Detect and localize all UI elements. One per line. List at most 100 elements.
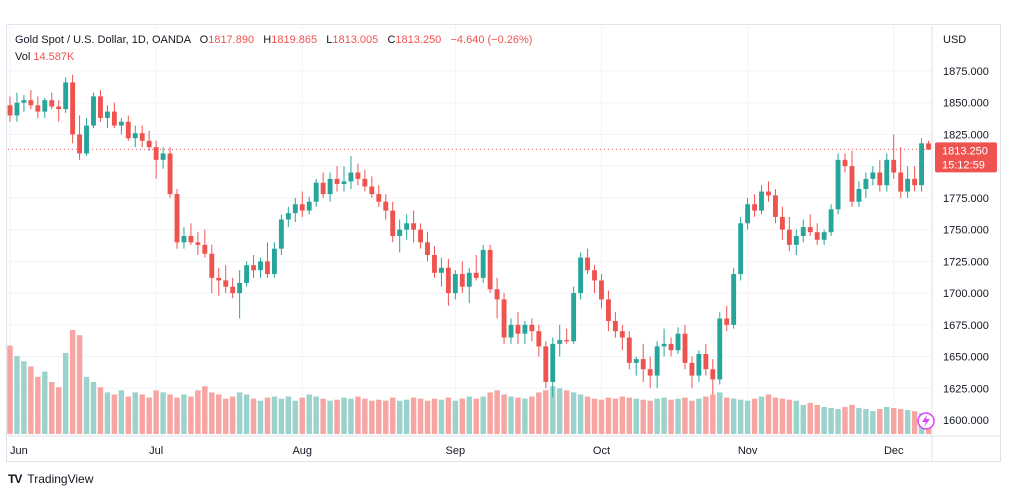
candle-body [278, 219, 284, 249]
candle-body [849, 166, 855, 202]
volume-bar [891, 408, 897, 434]
volume-bar [320, 398, 326, 434]
volume-bar [376, 399, 382, 434]
candle-body [98, 96, 103, 118]
volume-bar [181, 394, 187, 434]
time-tick-label: Dec [884, 445, 904, 457]
candle-body [111, 111, 117, 126]
price-tick-label: 1850.000 [943, 98, 989, 110]
candle-body [285, 213, 291, 220]
candle-body [884, 159, 890, 186]
volume-bar [55, 387, 62, 434]
volume-bar [786, 399, 793, 434]
volume-bar [863, 409, 869, 434]
tradingview-footer[interactable]: TV TradingView [8, 472, 93, 486]
candle-body [306, 201, 312, 211]
candle-body [759, 191, 764, 211]
volume-bar [76, 335, 83, 434]
volume-bar [334, 399, 340, 434]
candle-body [480, 249, 486, 278]
candle-body [912, 178, 918, 186]
volume-bar [118, 390, 125, 434]
close-value: 1813.250 [395, 34, 442, 46]
volume-bar [654, 398, 660, 434]
volume-bar [424, 400, 431, 434]
candle-body [550, 343, 556, 382]
candle-body [564, 340, 570, 342]
symbol-title: Gold Spot / U.S. Dollar, 1D, OANDA [15, 34, 191, 46]
time-tick-label: Oct [593, 445, 610, 457]
candle-body [494, 289, 500, 300]
candle-body [167, 153, 173, 195]
volume-bar [612, 398, 619, 434]
tradingview-logo-icon: TV [8, 472, 22, 486]
candle-body [856, 189, 862, 202]
volume-bar [69, 330, 76, 434]
candle-body [438, 267, 444, 273]
candle-body [710, 369, 716, 380]
candle-body [543, 346, 549, 382]
volume-bar [911, 411, 918, 434]
vol-value: 14.587K [33, 51, 75, 63]
volume-bar [828, 408, 834, 434]
chart-frame [6, 24, 1001, 462]
volume-bar [250, 398, 257, 434]
volume-bar [369, 400, 375, 434]
volume-bar [306, 394, 312, 434]
candle-body [146, 140, 152, 148]
volume-bar [835, 409, 841, 434]
candle-body [125, 121, 131, 139]
candle-body [181, 235, 187, 243]
last-price-value: 1813.250 [942, 145, 988, 157]
candle-body [689, 362, 695, 376]
candle-body [536, 331, 542, 347]
candle-body [7, 105, 13, 116]
time-tick-label: Jul [149, 445, 163, 457]
volume-bar [703, 396, 709, 434]
candle-body [174, 194, 180, 243]
volume-bar [292, 400, 299, 434]
volume-bar [341, 397, 347, 434]
candle-body [84, 125, 89, 154]
volume-bar [167, 394, 173, 434]
volume-bar [529, 396, 535, 434]
candle-body [383, 201, 389, 211]
candle-body [605, 299, 611, 322]
candle-body [251, 265, 256, 271]
low-label: L [326, 34, 333, 46]
lightning-glyph [922, 415, 930, 427]
candle-body [299, 204, 305, 211]
volume-bar [132, 392, 138, 434]
candle-body [821, 232, 827, 240]
candle-body [292, 204, 298, 214]
candle-body [612, 321, 618, 332]
volume-bar [153, 390, 159, 434]
candle-body [104, 111, 110, 118]
candle-body [195, 242, 201, 245]
volume-bar [730, 398, 737, 434]
price-tick-label: 1600.000 [943, 415, 989, 427]
candle-body [230, 286, 236, 294]
candle-body [731, 274, 737, 325]
volume-bar [35, 376, 41, 434]
price-tick-label: 1875.000 [943, 66, 989, 78]
candle-body [369, 186, 375, 195]
candle-body [793, 235, 799, 245]
volume-bar [598, 399, 605, 434]
candle-body [870, 172, 876, 179]
candle-body [633, 359, 639, 363]
candle-body [452, 274, 458, 294]
candle-body [139, 133, 145, 141]
price-tick-label: 1725.000 [943, 256, 989, 268]
volume-bar [591, 398, 598, 434]
high-value: 1819.865 [271, 34, 318, 46]
volume-bar [452, 400, 459, 434]
candle-body [397, 229, 403, 236]
candle-body [473, 272, 479, 278]
candle-body [21, 100, 27, 103]
candle-body [508, 324, 514, 338]
volume-bar [647, 400, 653, 434]
candle-body [682, 333, 688, 363]
price-tick-label: 1700.000 [943, 288, 989, 300]
